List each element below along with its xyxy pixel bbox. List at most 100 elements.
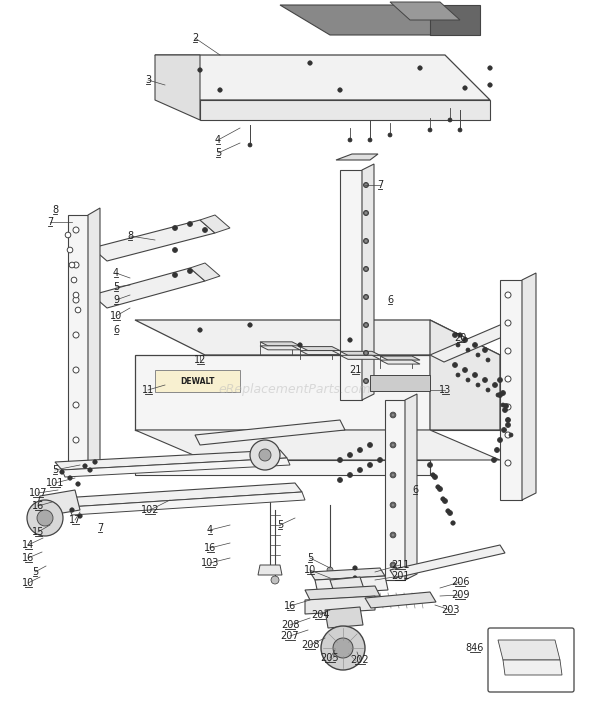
Circle shape [391, 563, 395, 567]
Circle shape [78, 514, 82, 518]
Polygon shape [135, 320, 500, 355]
Text: 10: 10 [22, 578, 34, 588]
Polygon shape [310, 568, 385, 580]
Text: 20: 20 [454, 333, 466, 343]
Text: 17: 17 [69, 515, 81, 525]
Circle shape [172, 272, 178, 277]
Polygon shape [340, 170, 362, 400]
Circle shape [378, 457, 382, 462]
Circle shape [363, 294, 369, 299]
Polygon shape [200, 215, 230, 233]
Text: 5: 5 [113, 282, 119, 292]
Circle shape [503, 407, 507, 412]
Circle shape [198, 68, 202, 73]
Polygon shape [365, 592, 436, 608]
Text: 10: 10 [304, 565, 316, 575]
Circle shape [338, 87, 342, 92]
Circle shape [76, 482, 80, 486]
Circle shape [363, 351, 369, 356]
Circle shape [491, 457, 497, 462]
Circle shape [442, 498, 447, 503]
Text: 16: 16 [32, 501, 44, 511]
Circle shape [70, 508, 74, 512]
Polygon shape [305, 586, 380, 600]
Polygon shape [260, 342, 300, 346]
Polygon shape [330, 577, 365, 595]
Circle shape [476, 383, 480, 387]
Polygon shape [340, 356, 380, 359]
Circle shape [505, 348, 511, 354]
Text: 14: 14 [22, 540, 34, 550]
Polygon shape [280, 5, 480, 35]
Circle shape [497, 378, 503, 383]
Circle shape [505, 292, 511, 298]
Polygon shape [88, 208, 100, 470]
Circle shape [506, 422, 510, 427]
Circle shape [368, 462, 372, 468]
Circle shape [505, 460, 511, 466]
Circle shape [432, 474, 438, 479]
Circle shape [456, 343, 460, 347]
Polygon shape [300, 346, 340, 351]
Circle shape [364, 351, 368, 355]
Polygon shape [69, 492, 305, 515]
Circle shape [390, 533, 396, 538]
Circle shape [358, 447, 362, 452]
Polygon shape [92, 268, 205, 308]
Circle shape [494, 447, 500, 452]
Circle shape [390, 502, 396, 508]
Text: 207: 207 [281, 631, 299, 641]
Polygon shape [503, 660, 562, 675]
Circle shape [202, 228, 208, 232]
Text: 103: 103 [201, 558, 219, 568]
Circle shape [390, 442, 396, 448]
Circle shape [505, 404, 511, 410]
Circle shape [364, 295, 368, 299]
Circle shape [363, 238, 369, 243]
Polygon shape [522, 273, 536, 500]
Polygon shape [340, 351, 380, 356]
Text: 208: 208 [301, 640, 319, 650]
Circle shape [497, 437, 503, 442]
Polygon shape [190, 263, 220, 281]
Circle shape [483, 348, 487, 353]
Circle shape [513, 651, 517, 656]
Circle shape [463, 338, 467, 343]
Circle shape [436, 485, 440, 489]
Circle shape [27, 500, 63, 536]
Circle shape [73, 262, 79, 268]
Polygon shape [405, 394, 417, 580]
Circle shape [364, 211, 368, 215]
Circle shape [363, 210, 369, 215]
Text: 201: 201 [391, 571, 409, 581]
Polygon shape [68, 215, 88, 470]
Circle shape [69, 262, 75, 268]
Circle shape [248, 143, 252, 147]
Circle shape [537, 651, 542, 656]
Polygon shape [380, 356, 420, 360]
Text: 8: 8 [127, 231, 133, 241]
Circle shape [390, 472, 396, 478]
Text: 209: 209 [451, 590, 469, 600]
Text: 5: 5 [277, 520, 283, 530]
Circle shape [93, 460, 97, 464]
Circle shape [486, 358, 490, 362]
Circle shape [493, 383, 497, 387]
Text: 9: 9 [113, 295, 119, 305]
Polygon shape [315, 576, 388, 594]
Polygon shape [200, 100, 490, 120]
Circle shape [363, 183, 369, 188]
Circle shape [453, 333, 457, 338]
Circle shape [358, 468, 362, 473]
Text: 6: 6 [387, 295, 393, 305]
Text: 16: 16 [204, 543, 216, 553]
Circle shape [348, 138, 352, 142]
Circle shape [463, 86, 467, 90]
Text: 5: 5 [307, 553, 313, 563]
Polygon shape [498, 640, 560, 660]
Text: 5: 5 [215, 148, 221, 158]
Circle shape [259, 449, 271, 461]
Text: 7: 7 [377, 180, 383, 190]
Circle shape [505, 432, 511, 438]
Circle shape [364, 323, 368, 327]
